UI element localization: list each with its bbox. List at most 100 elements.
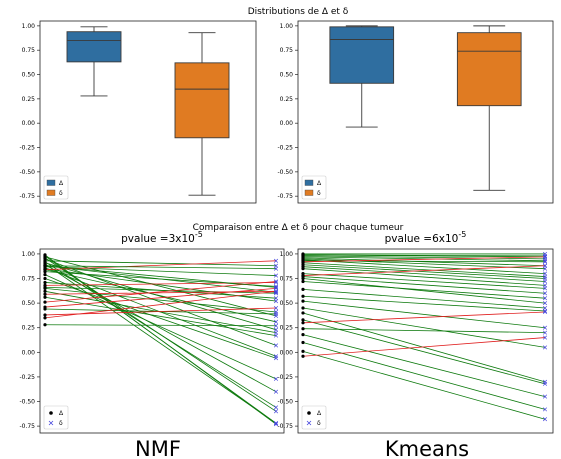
pair-line [302, 256, 546, 263]
delta-small-point [542, 263, 548, 268]
y-tick-label: -0.25 [19, 374, 35, 381]
delta-point [301, 294, 305, 298]
legend-label: δ [317, 190, 321, 197]
delta-point [43, 323, 47, 327]
pair-line [44, 256, 277, 317]
delta-point [43, 313, 47, 317]
y-tick-label: -0.25 [277, 145, 293, 152]
y-tick-label: -0.50 [277, 169, 293, 176]
pair-line [44, 258, 277, 346]
delta-small-point [542, 345, 548, 350]
panel-0: 1.00 0.75 0.50 0.25 0.00 -0.25 -0.50 -0.75 Δδ [19, 20, 257, 204]
delta-point [43, 289, 47, 293]
delta-point [43, 307, 47, 311]
box-body [329, 26, 395, 84]
delta-point [301, 349, 305, 353]
pair-line [302, 276, 546, 294]
delta-small-point [273, 279, 279, 284]
pair-line [44, 290, 277, 319]
delta-point [301, 276, 305, 281]
delta-point [301, 306, 305, 310]
legend-label: δ [317, 420, 321, 427]
delta-point [43, 292, 47, 296]
y-tick-label: -0.50 [19, 399, 35, 406]
panel-title-prefix: pvalue =6x10 [385, 233, 459, 245]
delta-point [43, 276, 47, 281]
panel-title-prefix: pvalue =3x10 [121, 233, 195, 245]
pair-line [302, 311, 546, 324]
delta-small-point [542, 301, 548, 306]
y-tick-label: 0.25 [280, 325, 294, 332]
delta-point [301, 311, 305, 315]
delta-small-point [273, 263, 279, 268]
delta-small-point [542, 283, 548, 288]
suptitle-bottom: Comparaison entre Δ et δ pour chaque tum… [193, 223, 404, 233]
delta-small-point [542, 253, 548, 258]
delta-point [43, 272, 47, 277]
delta-small-point [542, 291, 548, 296]
delta-point [43, 280, 47, 285]
delta-small-point [542, 305, 548, 311]
suptitle-top: Distributions de Δ et δ [248, 7, 349, 17]
legend-marker [49, 411, 53, 415]
y-tick-label: 0.00 [280, 120, 294, 127]
legend-label: Δ [59, 180, 64, 187]
panel-title: pvalue =3x10-5 [121, 230, 203, 245]
legend-marker [48, 420, 54, 426]
delta-small-point [542, 417, 548, 422]
delta-point [301, 321, 305, 325]
legend-label: Δ [317, 180, 322, 187]
box-body [66, 31, 122, 63]
y-tick-label: -0.75 [19, 423, 35, 430]
pair-line [302, 255, 546, 260]
delta-small-point [542, 296, 548, 301]
delta-point [301, 260, 305, 264]
y-tick-label: 0.50 [22, 300, 36, 307]
delta-small-point [273, 280, 279, 285]
pair-line [302, 295, 546, 312]
delta-small-point [273, 323, 279, 328]
y-tick-label: 0.00 [22, 120, 36, 127]
delta-small-point [273, 285, 279, 290]
pair-line [302, 288, 546, 309]
box-body [456, 32, 522, 107]
panel-title: pvalue =6x10-5 [385, 230, 467, 245]
y-tick-label: 1.00 [280, 251, 294, 258]
pair-line [302, 342, 546, 410]
delta-small-point [542, 394, 548, 399]
y-tick-label: 0.25 [22, 325, 36, 332]
delta-small-point [273, 258, 279, 263]
pair-line [44, 287, 277, 313]
pair-line [302, 273, 546, 289]
delta-small-point [273, 311, 279, 316]
y-tick-label: -0.50 [277, 399, 293, 406]
legend-label: δ [59, 190, 63, 197]
pair-line [44, 278, 277, 359]
delta-small-point [542, 279, 548, 284]
delta-small-point [273, 266, 279, 271]
y-tick-label: 0.50 [280, 300, 294, 307]
pair-line [44, 282, 277, 286]
y-tick-label: -0.50 [19, 169, 35, 176]
pair-line [302, 334, 546, 397]
delta-small-point [273, 333, 279, 338]
delta-point [301, 333, 305, 337]
delta-small-point [273, 405, 279, 410]
delta-point [301, 354, 305, 358]
y-tick-label: -0.25 [277, 374, 293, 381]
pair-line [302, 264, 546, 279]
delta-point [301, 273, 305, 278]
pair-line [302, 266, 546, 282]
delta-small-point [542, 266, 548, 271]
legend-swatch [304, 179, 314, 186]
pair-line [302, 262, 546, 277]
delta-point [301, 299, 305, 303]
legend-label: Δ [317, 410, 322, 417]
legend-marker [307, 411, 311, 415]
delta-point [301, 327, 305, 331]
delta-point [43, 295, 47, 299]
y-tick-label: -0.75 [19, 193, 35, 200]
y-tick-label: 0.50 [280, 72, 294, 79]
delta-point [43, 286, 47, 290]
pair-line [44, 265, 277, 270]
